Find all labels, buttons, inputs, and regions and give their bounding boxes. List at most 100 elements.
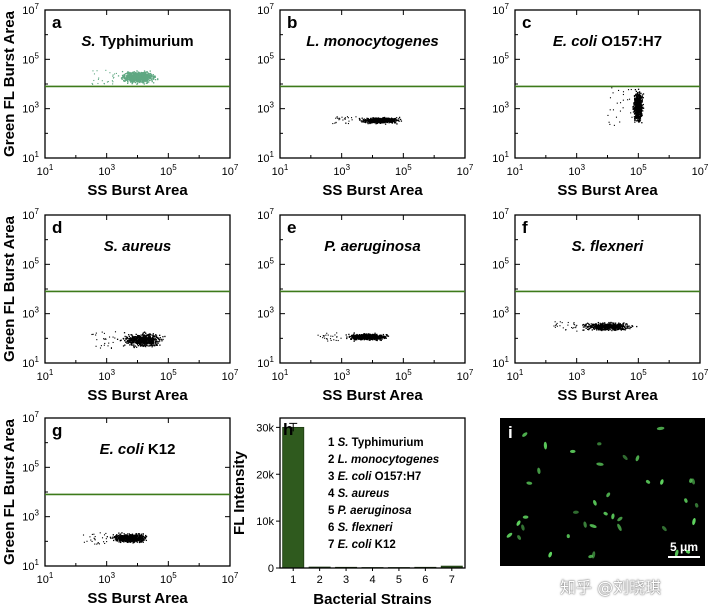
scatter-point bbox=[123, 535, 126, 538]
scatter-point bbox=[126, 79, 128, 81]
scatter-point bbox=[120, 339, 122, 341]
scatter-point bbox=[144, 76, 146, 79]
scatter-point bbox=[383, 121, 386, 124]
scatter-point bbox=[119, 535, 122, 537]
scatter-point bbox=[642, 110, 644, 112]
scatter-point bbox=[638, 118, 640, 121]
scatter-point bbox=[633, 112, 636, 115]
scatter-point bbox=[128, 73, 130, 75]
scatter-point bbox=[134, 76, 136, 78]
scatter-point bbox=[141, 81, 144, 83]
scatter-point bbox=[378, 335, 380, 337]
tick-base: 10 bbox=[22, 561, 34, 573]
scatter-point bbox=[152, 77, 154, 80]
scatter-point bbox=[598, 325, 600, 327]
scatter-point bbox=[641, 122, 643, 124]
scatter-point bbox=[152, 337, 154, 340]
scatter-point bbox=[326, 338, 328, 340]
tick-base: 10 bbox=[22, 512, 34, 524]
scatter-point bbox=[627, 327, 629, 330]
scatter-point bbox=[143, 339, 145, 341]
scatter-point bbox=[620, 328, 622, 330]
tick-exponent: 1 bbox=[49, 368, 54, 377]
scatter-point bbox=[361, 337, 364, 339]
scatter-point bbox=[141, 81, 143, 83]
scatter-point bbox=[344, 118, 346, 120]
scatter-point bbox=[380, 337, 382, 339]
x-tick-label: 105 bbox=[395, 368, 412, 383]
scatter-point bbox=[126, 538, 129, 540]
scatter-point bbox=[354, 337, 356, 339]
scatter-point bbox=[115, 72, 117, 74]
tick-exponent: 7 bbox=[270, 2, 275, 11]
scatter-point bbox=[374, 119, 376, 121]
scatter-point bbox=[148, 74, 150, 76]
scatter-point bbox=[116, 537, 118, 539]
scatter-point bbox=[146, 334, 148, 337]
scatter-point bbox=[594, 325, 596, 327]
scatter-point bbox=[112, 83, 114, 85]
scatter-point bbox=[378, 122, 381, 124]
scatter-point bbox=[357, 335, 360, 337]
scatter-point bbox=[128, 79, 130, 81]
scatter-point bbox=[121, 537, 124, 539]
scatter-point bbox=[334, 334, 336, 336]
scatter-point bbox=[622, 99, 624, 101]
scatter-point bbox=[98, 77, 100, 79]
scatter-point bbox=[593, 328, 595, 330]
scatter-point bbox=[587, 329, 590, 331]
scatter-point bbox=[137, 75, 139, 77]
scatter-point bbox=[144, 345, 146, 347]
x-axis-label: SS Burst Area bbox=[557, 387, 658, 404]
scatter-point bbox=[155, 334, 157, 336]
x-tick-label: 107 bbox=[457, 368, 474, 383]
scatter-points bbox=[607, 87, 645, 126]
scatter-point bbox=[350, 338, 353, 340]
scatter-point bbox=[148, 334, 150, 337]
scatter-point bbox=[368, 334, 370, 336]
scatter-point bbox=[131, 78, 133, 80]
x-tick-label: 107 bbox=[692, 163, 709, 178]
scatter-point bbox=[141, 342, 143, 344]
scatter-point bbox=[152, 76, 154, 78]
scatter-point bbox=[164, 335, 166, 338]
scatter-point bbox=[130, 334, 132, 336]
scatter-point bbox=[595, 323, 597, 325]
panel-letter: b bbox=[287, 13, 297, 32]
scatter-point bbox=[122, 538, 125, 541]
scatter-point bbox=[622, 323, 624, 325]
tick-base: 10 bbox=[395, 371, 407, 383]
scatter-point bbox=[109, 536, 112, 538]
scatter-point bbox=[597, 328, 600, 331]
scatter-point bbox=[615, 325, 617, 328]
scatter-point bbox=[347, 122, 350, 125]
scatter-point bbox=[379, 339, 381, 341]
scatter-point bbox=[131, 338, 133, 340]
scatter-point bbox=[639, 101, 642, 103]
scatter-point bbox=[135, 540, 137, 542]
scatter-point bbox=[606, 328, 608, 331]
scatter-point bbox=[638, 108, 640, 110]
scatter-point bbox=[129, 73, 132, 75]
scatter-point bbox=[391, 120, 394, 122]
scatter-point bbox=[603, 324, 606, 327]
tick-base: 10 bbox=[22, 259, 34, 271]
scatter-point bbox=[111, 80, 113, 82]
scatter-point bbox=[360, 337, 363, 340]
x-tick-label: 101 bbox=[507, 163, 524, 178]
scatter-point bbox=[112, 341, 114, 344]
scatter-point bbox=[601, 325, 603, 327]
y-tick-label: 101 bbox=[492, 355, 509, 370]
scatter-point bbox=[150, 339, 153, 342]
scatter-point bbox=[359, 118, 361, 121]
scatter-point bbox=[112, 539, 115, 542]
tick-exponent: 1 bbox=[35, 355, 40, 364]
tick-base: 10 bbox=[160, 371, 172, 383]
scatter-point bbox=[555, 324, 557, 327]
scatter-point bbox=[93, 73, 96, 75]
scatter-point bbox=[134, 74, 136, 76]
scatter-point bbox=[109, 72, 111, 74]
scatter-point bbox=[152, 74, 154, 76]
scatter-point bbox=[358, 337, 361, 339]
scatter-point bbox=[132, 73, 135, 75]
